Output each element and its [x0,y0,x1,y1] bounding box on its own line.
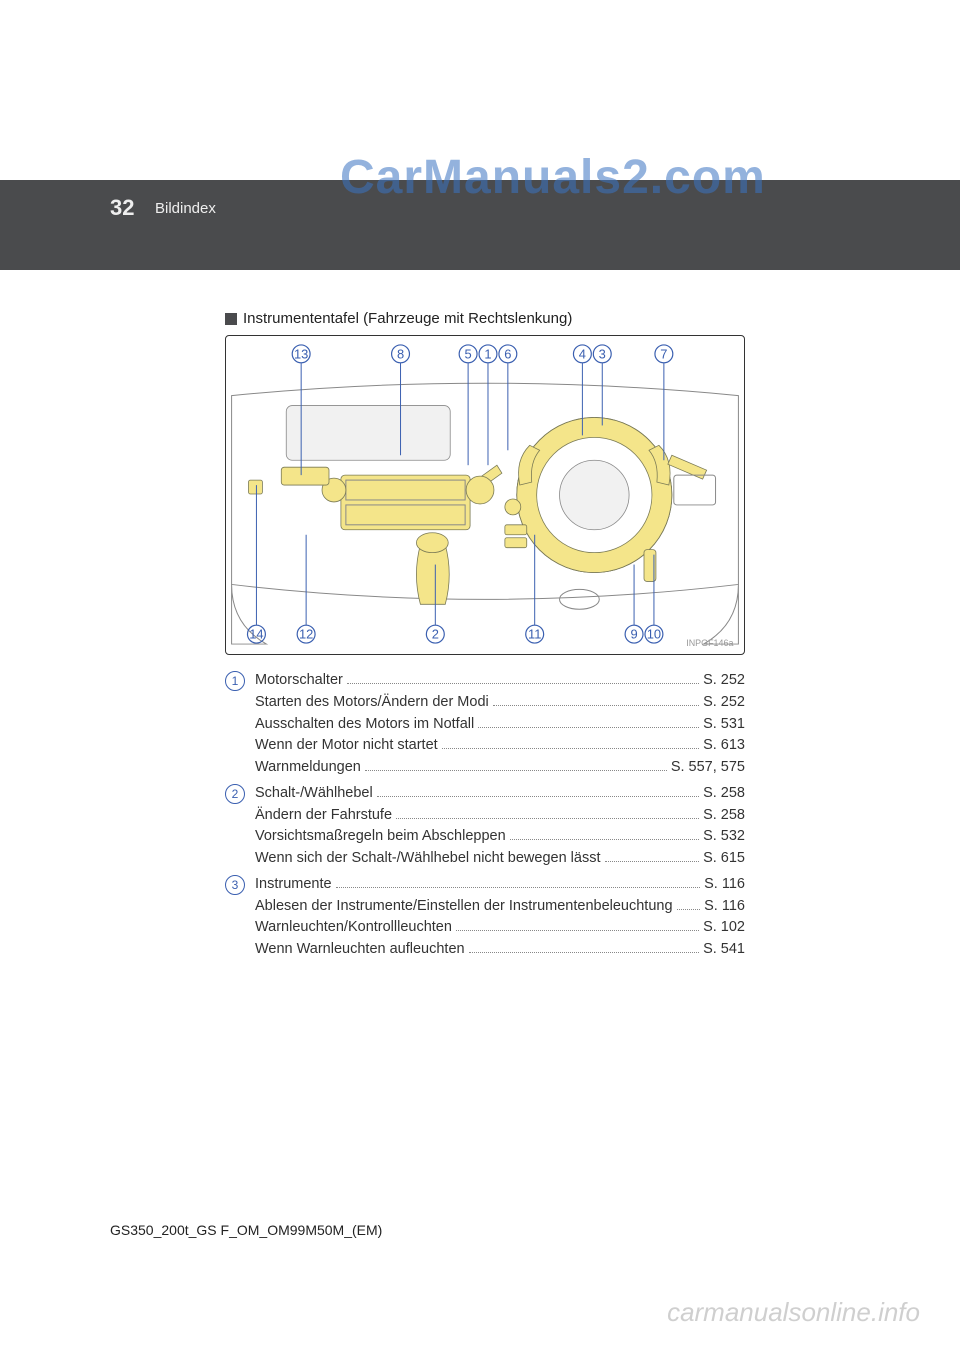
index-entries: 1MotorschalterS. 252Starten des Motors/Ä… [225,670,745,965]
callout-number: 9 [630,627,637,642]
entry-page-ref: S. 615 [703,848,745,870]
leader-dots [493,705,699,706]
entry-sub-line: Starten des Motors/Ändern der Modi S. 252 [255,692,745,714]
entry-label: Ablesen der Instrumente/Einstellen der I… [255,896,673,918]
entry-label: Motorschalter [255,670,343,692]
callout-number: 8 [397,346,404,361]
section-title-text: Instrumententafel (Fahrzeuge mit Rechtsl… [243,310,572,327]
entry-sub-line: Ablesen der Instrumente/Einstellen der I… [255,896,745,918]
dashboard-diagram: 13 8 516 43 7 14 12 2 11 9 10 INPGF146a [225,335,745,655]
leader-dots [469,952,700,953]
entry-sub-line: Ändern der Fahrstufe S. 258 [255,805,745,827]
entry-page-ref: S. 102 [703,917,745,939]
entry-label: Warnmeldungen [255,757,361,779]
entry-sub-line: Wenn Warnleuchten aufleuchten S. 541 [255,939,745,961]
entry-lines: Schalt-/WählhebelS. 258Ändern der Fahrst… [255,783,745,870]
header-section: Bildindex [155,200,216,217]
diagram-credit: INPGF146a [686,638,733,648]
callout-number: 1 [484,346,491,361]
entry-sub-line: Wenn sich der Schalt-/Wählhebel nicht be… [255,848,745,870]
callout-number: 13 [294,346,308,361]
leader-dots [336,887,701,888]
leader-dots [510,839,699,840]
entry-sub-line: Vorsichtsmaßregeln beim Abschleppen S. 53… [255,826,745,848]
callout-number: 6 [504,346,511,361]
entry-page-ref: S. 116 [704,896,745,918]
entry-page-ref: S. 252 [703,670,745,692]
leader-dots [456,930,699,931]
entry-page-ref: S. 252 [703,692,745,714]
watermark-bottom: carmanualsonline.info [667,1297,920,1328]
index-entry: 2Schalt-/WählhebelS. 258Ändern der Fahrs… [225,783,745,870]
entry-page-ref: S. 258 [703,783,745,805]
entry-label: Warnleuchten/Kontrollleuchten [255,917,452,939]
entry-page-ref: S. 531 [703,714,745,736]
callout-number: 14 [249,627,263,642]
entry-sub-line: Ausschalten des Motors im Notfall S. 531 [255,714,745,736]
entry-page-ref: S. 116 [704,874,745,896]
callout-number: 2 [432,627,439,642]
entry-label: Starten des Motors/Ändern der Modi [255,692,489,714]
manual-page: 32 Bildindex CarManuals2.com Instrumente… [0,0,960,1358]
entry-label: Schalt-/Wählhebel [255,783,373,805]
leader-dots [377,796,699,797]
entry-sub-line: Warnleuchten/Kontrollleuchten S. 102 [255,917,745,939]
callout-number: 3 [599,346,606,361]
leader-dots [365,770,667,771]
entry-lines: Instrumente S. 116 Ablesen der Instrumente… [255,874,745,961]
leader-dots [442,748,699,749]
entry-sub-line: Wenn der Motor nicht startet S. 613 [255,735,745,757]
entry-page-ref: S. 613 [703,735,745,757]
entry-label: Wenn sich der Schalt-/Wählhebel nicht be… [255,848,601,870]
callout-number: 4 [579,346,586,361]
leader-dots [396,818,699,819]
leader-dots [478,727,699,728]
callout-number: 12 [299,627,313,642]
footer-code: GS350_200t_GS F_OM_OM99M50M_(EM) [110,1222,382,1238]
entry-page-ref: S. 532 [703,826,745,848]
entry-head-line: Schalt-/Wählhebel S. 258 [255,783,745,805]
entry-lines: MotorschalterS. 252Starten des Motors/Än… [255,670,745,779]
entry-number-icon: 2 [225,784,245,804]
entry-label: Vorsichtsmaßregeln beim Abschleppen [255,826,506,848]
callout-number: 7 [660,346,667,361]
entry-label: Wenn der Motor nicht startet [255,735,438,757]
entry-page-ref: S. 258 [703,805,745,827]
page-number: 32 [110,195,134,221]
entry-head-line: Motorschalter S. 252 [255,670,745,692]
callout-number: 5 [465,346,472,361]
entry-sub-line: Warnmeldungen S. 557, 575 [255,757,745,779]
index-entry: 3 Instrumente S. 116 Ablesen der Instrument… [225,874,745,961]
entry-label: Ausschalten des Motors im Notfall [255,714,474,736]
entry-number-icon: 1 [225,671,245,691]
callout-number: 10 [647,627,661,642]
leader-dots [605,861,700,862]
section-title: Instrumententafel (Fahrzeuge mit Rechtsl… [225,310,572,327]
square-bullet-icon [225,313,237,325]
entry-label: Instrumente [255,874,332,896]
dashboard-svg: 13 8 516 43 7 14 12 2 11 9 10 INPGF146a [226,336,744,654]
watermark-top: CarManuals2.com [340,150,766,205]
entry-number-icon: 3 [225,875,245,895]
entry-page-ref: S. 541 [703,939,745,961]
entry-label: Ändern der Fahrstufe [255,805,392,827]
entry-head-line: Instrumente S. 116 [255,874,745,896]
entry-page-ref: S. 557, 575 [671,757,745,779]
entry-label: Wenn Warnleuchten aufleuchten [255,939,465,961]
leader-dots [677,909,701,910]
index-entry: 1MotorschalterS. 252Starten des Motors/Ä… [225,670,745,779]
callout-number: 11 [528,627,541,642]
leader-dots [347,683,699,684]
